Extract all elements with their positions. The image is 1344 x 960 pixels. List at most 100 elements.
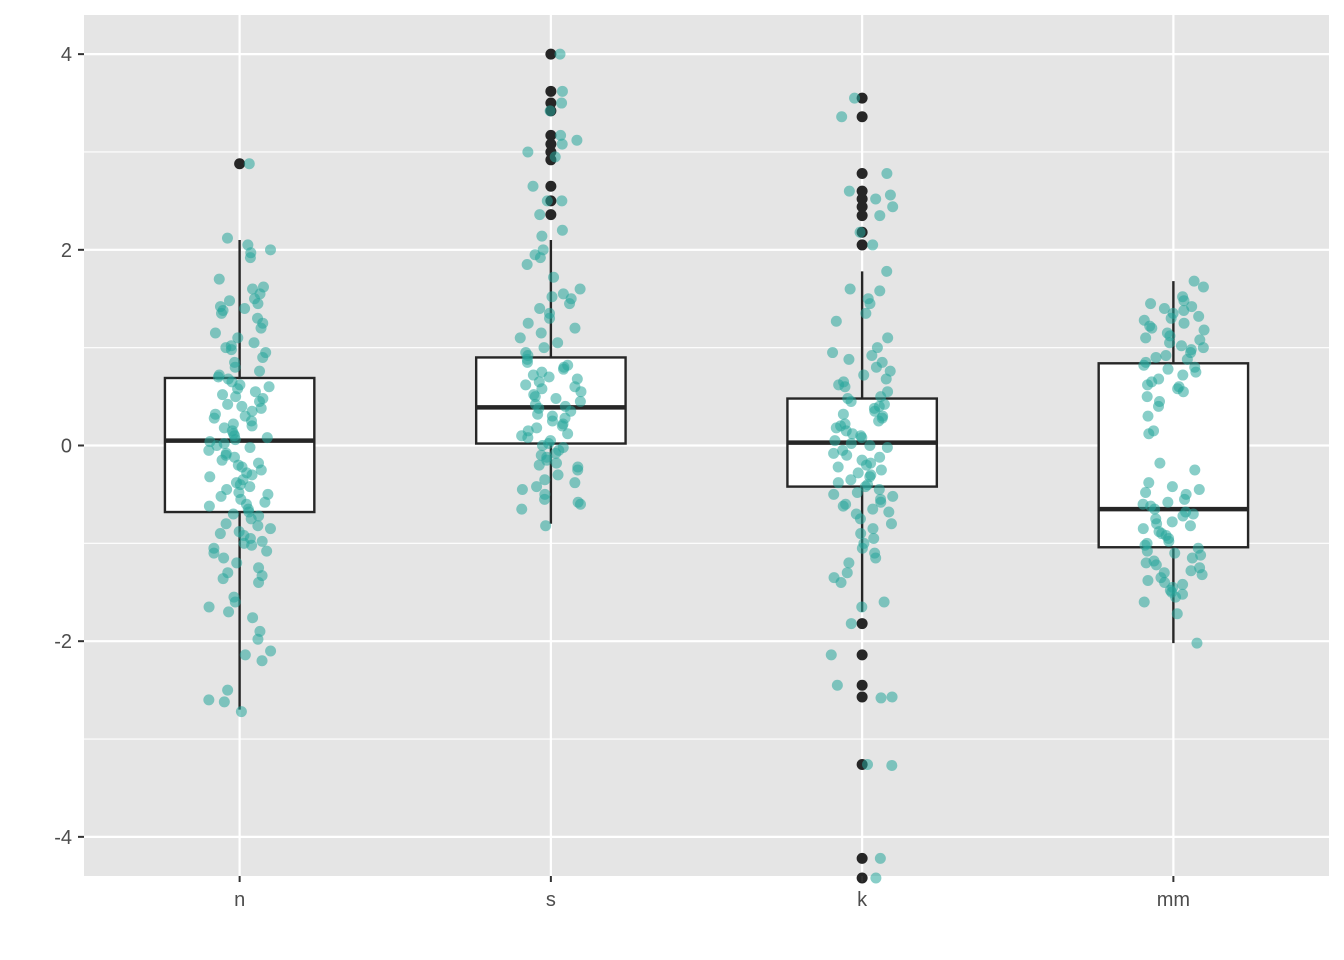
jitter-point — [533, 459, 545, 471]
jitter-point — [1186, 552, 1198, 564]
jitter-point — [569, 322, 581, 334]
jitter-point — [830, 315, 842, 327]
jitter-point — [881, 168, 893, 180]
jitter-point — [255, 464, 267, 476]
jitter-point — [855, 528, 867, 540]
jitter-point — [874, 210, 886, 222]
jitter-point — [256, 535, 268, 547]
jitter-point — [557, 363, 569, 375]
jitter-point — [239, 649, 251, 661]
outlier-point — [856, 193, 868, 205]
jitter-point — [575, 386, 587, 398]
jitter-point — [1189, 464, 1201, 476]
jitter-point — [246, 539, 258, 551]
jitter-point — [556, 224, 568, 236]
jitter-point — [522, 146, 534, 158]
jitter-point — [1166, 516, 1178, 528]
jitter-point — [539, 493, 551, 505]
jitter-point — [1190, 366, 1202, 378]
jitter-point — [1150, 559, 1162, 571]
jitter-point — [843, 353, 855, 365]
jitter-point — [516, 503, 528, 515]
outlier-point — [856, 649, 868, 661]
jitter-point — [1160, 349, 1172, 361]
jitter-point — [828, 488, 840, 500]
jitter-point — [552, 469, 564, 481]
jitter-point — [884, 189, 896, 201]
jitter-point — [215, 490, 227, 502]
x-axis: n s k mm — [234, 876, 1190, 911]
jitter-point — [887, 490, 899, 502]
jitter-point — [245, 513, 257, 525]
jitter-point — [874, 285, 886, 297]
jitter-point — [543, 371, 555, 383]
jitter-point — [265, 645, 277, 657]
jitter-point — [869, 405, 881, 417]
jitter-point — [562, 428, 574, 440]
jitter-point — [552, 337, 564, 349]
jitter-point — [1154, 457, 1166, 469]
jitter-point — [837, 500, 849, 512]
jitter-point — [223, 606, 235, 618]
outlier-point — [545, 85, 557, 97]
jitter-point — [878, 596, 890, 608]
jitter-point — [1193, 484, 1205, 496]
jitter-point — [845, 395, 857, 407]
jitter-point — [856, 432, 868, 444]
jitter-point — [541, 195, 553, 207]
jitter-point — [1181, 353, 1193, 365]
jitter-point — [1196, 569, 1208, 581]
jitter-point — [1164, 337, 1176, 349]
x-tick-label: mm — [1157, 889, 1190, 911]
jitter-point — [531, 422, 543, 434]
jitter-point — [244, 441, 256, 453]
jitter-point — [235, 706, 247, 718]
jitter-point — [218, 552, 230, 564]
jitter-point — [227, 508, 239, 520]
y-tick-label: 4 — [61, 44, 72, 66]
jitter-point — [571, 134, 583, 146]
jitter-point — [856, 542, 868, 554]
jitter-point — [836, 111, 848, 123]
jitter-point — [243, 158, 255, 170]
jitter-point — [870, 872, 882, 884]
jitter-point — [856, 601, 868, 613]
jitter-point — [1178, 295, 1190, 307]
jitter-point — [1179, 493, 1191, 505]
jitter-point — [522, 317, 534, 329]
y-tick-label: 2 — [61, 240, 72, 262]
jitter-point — [1197, 281, 1209, 293]
jitter-point — [217, 389, 229, 401]
y-tick-label: -2 — [54, 631, 72, 653]
jitter-point — [261, 545, 273, 557]
jitter-point — [1142, 575, 1154, 587]
outlier-point — [234, 158, 246, 170]
jitter-point — [1197, 342, 1209, 354]
jitter-point — [204, 471, 216, 483]
jitter-point — [1171, 608, 1183, 620]
jitter-point — [886, 759, 898, 771]
jitter-point — [246, 469, 258, 481]
jitter-point — [1169, 547, 1181, 559]
outlier-point — [856, 852, 868, 864]
jitter-point — [203, 500, 215, 512]
jitter-point — [854, 513, 866, 525]
jitter-point — [248, 337, 260, 349]
jitter-point — [1140, 557, 1152, 569]
jitter-point — [209, 327, 221, 339]
jitter-point — [870, 193, 882, 205]
jitter-point — [208, 547, 220, 559]
jitter-point — [529, 391, 541, 403]
outlier-point — [856, 679, 868, 691]
outlier-point — [856, 239, 868, 251]
jitter-point — [556, 138, 568, 150]
jitter-point — [1188, 275, 1200, 287]
jitter-point — [544, 312, 556, 324]
jitter-point — [264, 244, 276, 256]
jitter-point — [858, 369, 870, 381]
jitter-point — [574, 498, 586, 510]
jitter-point — [556, 97, 568, 109]
jitter-point — [1162, 363, 1174, 375]
jitter-point — [217, 573, 229, 585]
jitter-point — [832, 461, 844, 473]
